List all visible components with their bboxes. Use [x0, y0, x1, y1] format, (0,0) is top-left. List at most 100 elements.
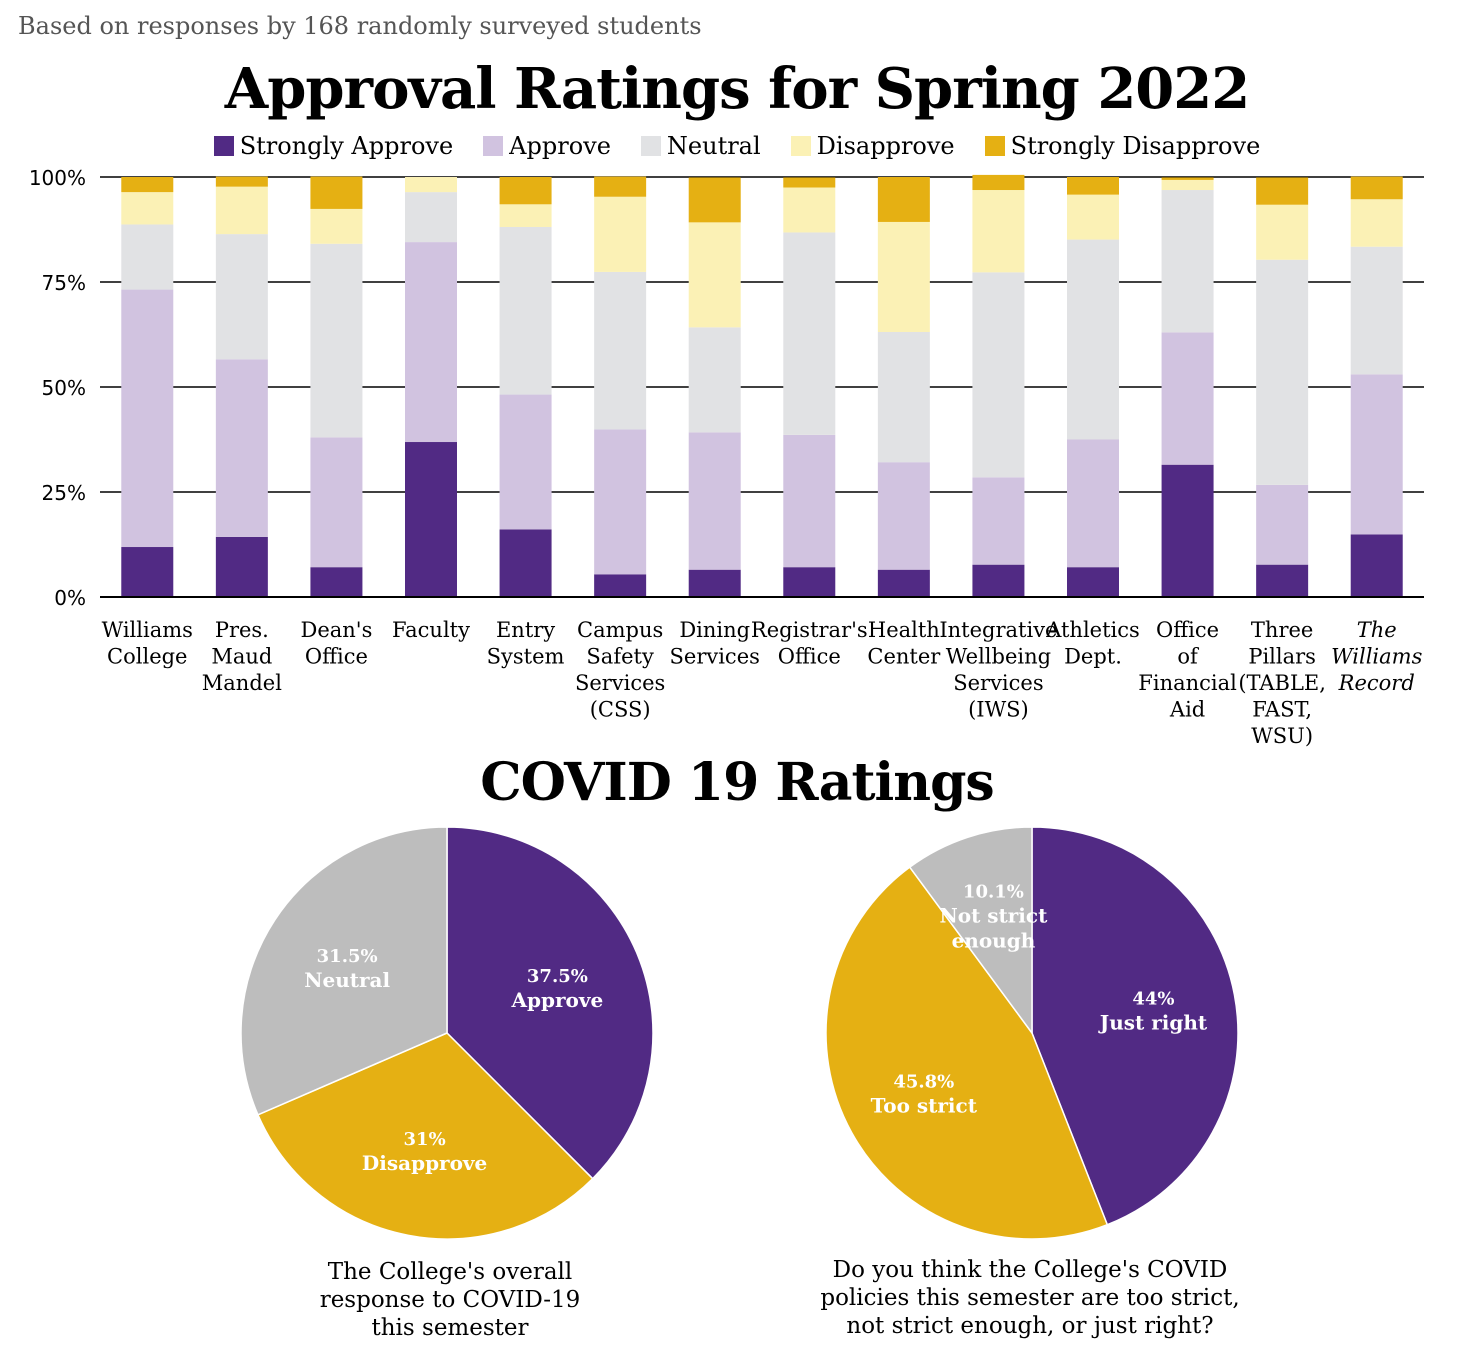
bar-segment-disapprove — [405, 177, 457, 193]
x-category-label: Financial — [1138, 671, 1237, 695]
bar-segment-neutral — [877, 331, 930, 463]
x-category-label: Pres. — [215, 618, 269, 642]
x-category-label: Services — [953, 671, 1043, 695]
bar-segment-strongly-disapprove — [1161, 177, 1214, 180]
pie2-caption: Do you think the College's COVID policie… — [820, 1257, 1240, 1339]
x-category-label: Three — [1251, 618, 1313, 642]
bar-segment-neutral — [1256, 259, 1309, 485]
bar-segment-disapprove — [1350, 199, 1403, 247]
legend-label: Strongly Disapprove — [1010, 132, 1261, 160]
y-tick-label: 75% — [42, 271, 86, 295]
x-category-label: Integrative — [939, 618, 1057, 642]
pie-slice-percent-label: 45.8% — [893, 1071, 954, 1092]
bar-segment-strongly-approve — [121, 547, 174, 597]
bar-segment-approve — [783, 434, 836, 568]
bar-segment-neutral — [594, 271, 647, 430]
approval-chart-title: Approval Ratings for Spring 2022 — [224, 56, 1250, 122]
bar-segment-neutral — [121, 224, 174, 290]
legend-label: Strongly Approve — [239, 132, 454, 160]
x-category-label: (IWS) — [968, 698, 1029, 722]
x-category-label: Athletics — [1045, 618, 1140, 642]
bar-segment-strongly-disapprove — [121, 177, 174, 193]
pie-slice-percent-label: 31.5% — [317, 946, 378, 967]
x-category-label: Office — [305, 645, 368, 669]
legend-item-neutral: Neutral — [640, 132, 761, 160]
bar-segment-strongly-disapprove — [972, 174, 1025, 191]
bar-segment-neutral — [688, 327, 741, 433]
bar-segment-disapprove — [972, 190, 1025, 273]
pie1-caption: The College's overall response to COVID-… — [319, 1259, 581, 1341]
bar-segment-strongly-approve — [310, 567, 363, 597]
bar-segment-neutral — [215, 234, 268, 360]
x-category-label: Registrar's — [751, 618, 868, 642]
x-category-label: Entry — [496, 618, 555, 642]
x-category-label: Office — [778, 645, 841, 669]
bar-segment-disapprove — [499, 204, 552, 227]
legend-label: Disapprove — [816, 132, 955, 160]
pie1-slice-disapprove — [256, 1032, 594, 1240]
bar-segment-strongly-disapprove — [688, 177, 741, 223]
x-category-label: System — [487, 645, 565, 669]
x-category-label: of — [1177, 645, 1200, 669]
x-category-label: Safety — [586, 645, 654, 669]
bar-segment-strongly-disapprove — [783, 177, 836, 188]
bar-segment-neutral — [972, 272, 1025, 478]
pie-slice-name-label: Approve — [511, 988, 604, 1012]
chart-subtitle: Based on responses by 168 randomly surve… — [18, 12, 702, 40]
bar-segment-strongly-disapprove — [499, 177, 552, 205]
bar-segment-approve — [405, 242, 457, 443]
covid-ratings-title: COVID 19 Ratings — [480, 752, 994, 813]
pie-slice-name-label: Too strict — [871, 1093, 978, 1117]
x-category-label: Services — [575, 671, 665, 695]
legend-swatch — [790, 136, 811, 156]
bar-segment-disapprove — [121, 192, 174, 225]
bar-segment-strongly-approve — [972, 564, 1025, 597]
x-category-label: (CSS) — [590, 698, 651, 722]
x-category-label: Campus — [577, 618, 663, 642]
x-category-label: FAST, — [1252, 698, 1312, 722]
x-category-label: Wellbeing — [946, 645, 1051, 669]
bar-segment-approve — [688, 432, 741, 570]
pie2-slice-too-strict — [825, 866, 1109, 1240]
bar-segment-strongly-approve — [877, 569, 930, 597]
bar-segment-approve — [877, 462, 930, 570]
approval-legend: Strongly Approve Approve Neutral Disapprove… — [0, 132, 1474, 160]
bar-segment-strongly-disapprove — [877, 177, 930, 222]
bar-segment-strongly-approve — [594, 574, 647, 597]
pie-slice-percent-label: 31% — [404, 1129, 446, 1150]
bar-segment-strongly-approve — [1067, 567, 1119, 597]
pie-slice-percent-label: 37.5% — [527, 966, 588, 987]
bar-segment-neutral — [783, 232, 836, 435]
bar-segment-strongly-approve — [499, 529, 552, 597]
bar-segment-strongly-approve — [688, 569, 741, 597]
bar-segment-neutral — [1067, 239, 1119, 440]
x-category-label: (TABLE, — [1238, 671, 1326, 695]
legend-swatch — [984, 136, 1005, 156]
pie-slice-percent-label: 44% — [1132, 989, 1174, 1010]
bar-segment-disapprove — [1256, 204, 1309, 260]
x-category-label: Dining — [679, 618, 750, 642]
y-tick-label: 0% — [54, 586, 86, 610]
pie-slice-name-label: Just right — [1098, 1011, 1208, 1035]
bar-segment-neutral — [1161, 190, 1214, 333]
bar-segment-disapprove — [783, 187, 836, 233]
pie1-slice-neutral — [240, 826, 448, 1116]
approval-stacked-bar-chart: 0% 25% 50% 75% 100% Williams College Pres. MaudM… — [29, 166, 1424, 748]
x-category-label: Health — [868, 618, 940, 642]
pie-slice-name-label: Neutral — [304, 968, 390, 992]
x-category-label: Services — [670, 645, 760, 669]
bar-segment-strongly-disapprove — [1067, 177, 1119, 195]
bar-segment-disapprove — [1067, 194, 1119, 240]
bar-segment-strongly-approve — [783, 567, 836, 597]
pie-slice-name-label: enough — [952, 929, 1036, 953]
pie1-slice-approve — [446, 826, 654, 1180]
x-category-label: WSU) — [1251, 724, 1313, 748]
bar-segment-neutral — [499, 226, 552, 395]
x-category-label: Dean's — [300, 618, 372, 642]
bar-segment-strongly-disapprove — [215, 176, 268, 187]
bar-segment-disapprove — [215, 186, 268, 235]
bar-segment-approve — [1256, 484, 1309, 565]
y-tick-label: 50% — [42, 376, 86, 400]
bar-segment-strongly-approve — [405, 442, 457, 597]
bar-segment-disapprove — [310, 208, 363, 244]
